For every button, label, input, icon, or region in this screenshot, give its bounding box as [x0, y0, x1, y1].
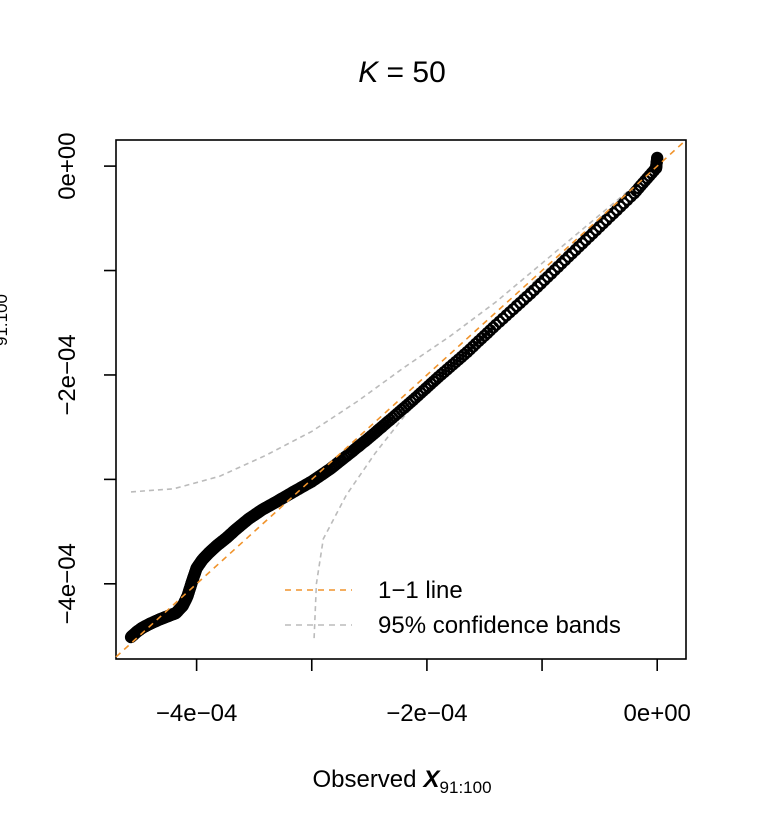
- data-point: [579, 233, 592, 247]
- data-point: [576, 237, 589, 250]
- data-point: [569, 244, 582, 257]
- data-point: [524, 287, 537, 300]
- y-tick-label: −4e−04: [54, 543, 81, 624]
- data-point: [541, 270, 554, 283]
- data-points: [124, 151, 664, 644]
- data-point: [614, 200, 627, 213]
- data-point: [514, 296, 527, 309]
- data-point: [531, 280, 544, 293]
- data-point: [596, 217, 610, 230]
- y-axis: −4e−04 −2e−04 0e+00: [54, 132, 116, 625]
- y-tick-label: 0e+00: [54, 132, 81, 199]
- y-tick-label: −2e−04: [54, 334, 81, 415]
- data-point: [489, 318, 503, 331]
- data-point: [555, 257, 568, 270]
- data-point: [552, 260, 565, 273]
- data-point: [496, 312, 509, 325]
- data-point: [507, 303, 520, 316]
- legend-label-confidence-bands: 95% confidence bands: [378, 612, 621, 639]
- confidence-band-lower: [313, 165, 658, 639]
- data-point: [621, 193, 634, 206]
- data-point: [562, 250, 575, 263]
- data-point: [610, 203, 624, 217]
- data-point: [572, 240, 586, 253]
- data-point: [500, 309, 513, 322]
- data-point: [583, 230, 596, 243]
- chart-title-value: = 50: [378, 56, 446, 89]
- one-to-one-line: [115, 139, 687, 658]
- x-axis: −4e−04 −2e−04 0e+00: [156, 659, 691, 727]
- data-point: [590, 223, 603, 237]
- data-point: [651, 151, 664, 164]
- data-point: [510, 299, 523, 313]
- data-point: [520, 290, 534, 303]
- data-point: [548, 264, 561, 277]
- legend: 1−1 line 95% confidence bands: [285, 577, 621, 639]
- data-point: [493, 315, 506, 328]
- x-axis-label-subscript: 91:100: [440, 778, 492, 797]
- chart-title-variable: K: [358, 56, 380, 89]
- legend-label-one-to-one: 1−1 line: [378, 577, 463, 604]
- data-point: [607, 207, 620, 220]
- data-point: [586, 227, 599, 240]
- x-tick-label: −2e−04: [386, 700, 467, 727]
- x-tick-label: −4e−04: [156, 700, 237, 727]
- x-axis-label-variable: X: [422, 766, 442, 793]
- data-point: [558, 254, 572, 267]
- x-axis-label: Observed X91:100: [312, 766, 491, 797]
- x-tick-label: 0e+00: [624, 700, 691, 727]
- data-point: [527, 284, 541, 297]
- confidence-bands: [130, 165, 658, 639]
- one-to-one-line-group: [115, 139, 687, 658]
- data-point: [503, 306, 516, 319]
- plot-frame: [115, 139, 687, 660]
- data-point: [565, 247, 579, 260]
- data-point: [617, 197, 630, 210]
- confidence-band-upper: [130, 165, 658, 493]
- data-point: [600, 213, 613, 227]
- data-point: [593, 220, 606, 233]
- data-point: [545, 267, 558, 280]
- data-point: [534, 277, 548, 290]
- data-point: [538, 274, 551, 287]
- data-point: [603, 210, 617, 223]
- data-point: [517, 293, 530, 306]
- chart-title: K = 50: [358, 56, 446, 89]
- y-axis-label-partial: 91:100: [0, 294, 11, 346]
- x-axis-label-text: Observed: [312, 766, 416, 793]
